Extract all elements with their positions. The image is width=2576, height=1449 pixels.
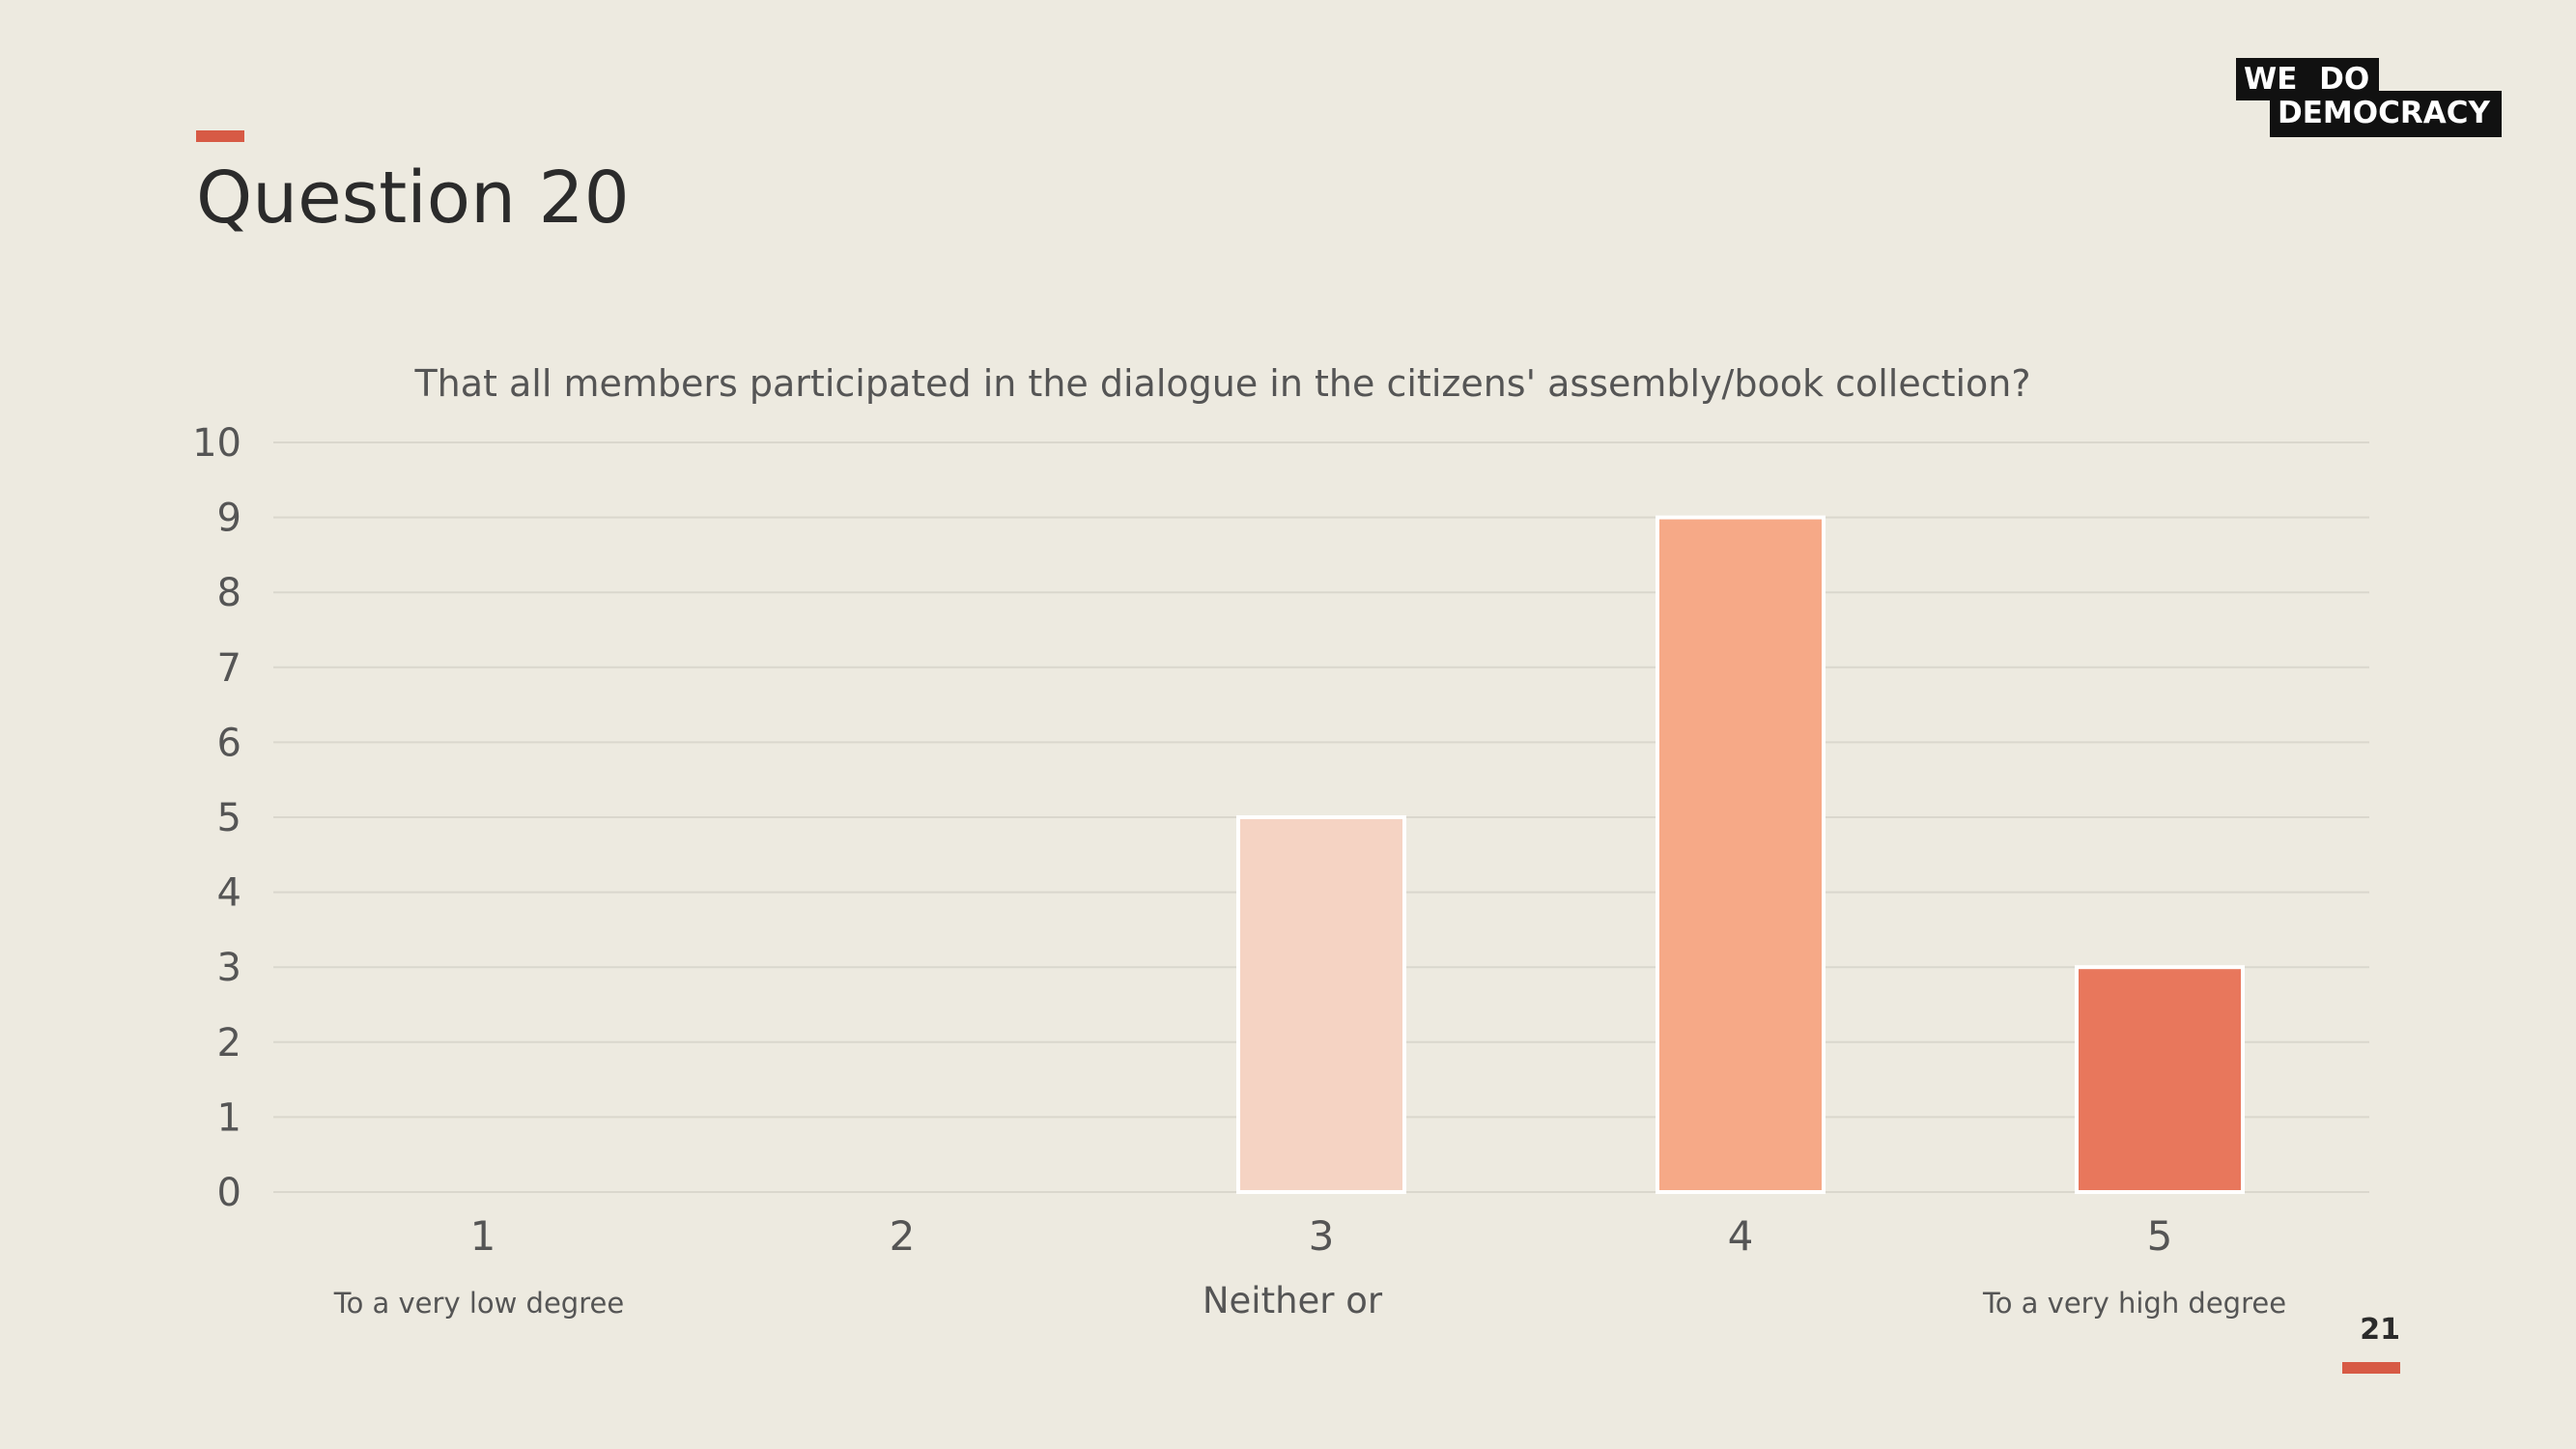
scale-labels: To a very low degree Neither or To a ver… [333,1280,2286,1321]
scale-label-high: To a very high degree [1982,1287,2286,1320]
y-tick-label: 3 [217,946,241,990]
y-tick-label: 8 [217,571,241,615]
y-tick-label: 2 [217,1021,241,1065]
y-tick-label: 0 [217,1171,241,1215]
x-tick-label: 3 [1309,1212,1335,1260]
y-tick-label: 9 [217,497,241,541]
y-tick-label: 4 [217,871,241,916]
accent-bar-top [196,130,244,142]
bar-3 [1236,815,1406,1194]
y-axis-tick-labels: 0 1 2 3 4 5 6 7 8 9 10 [192,421,241,1215]
page-title: Question 20 [196,156,630,240]
y-tick-label: 6 [217,721,241,765]
we-do-democracy-logo: WE DO DEMOCRACY [2236,58,2502,137]
chart-title: That all members participated in the dia… [413,362,2030,405]
logo-line-2: DEMOCRACY [2278,96,2490,130]
x-tick-label: 4 [1728,1212,1754,1260]
bar-4 [1656,515,1826,1194]
page-number: 21 [2360,1313,2400,1347]
scale-label-mid: Neither or [1203,1280,1383,1321]
accent-bar-bottom [2342,1362,2400,1374]
y-tick-label: 7 [217,646,241,691]
scale-label-low: To a very low degree [333,1287,624,1320]
x-axis-tick-labels: 1 2 3 4 5 [470,1212,2173,1260]
logo-line-1: WE DO [2244,62,2370,97]
bars [1236,515,2245,1195]
x-tick-label: 5 [2147,1212,2173,1260]
bar-5 [2075,965,2245,1195]
y-tick-label: 1 [217,1095,241,1140]
y-tick-label: 10 [192,421,241,466]
x-tick-label: 1 [470,1212,496,1260]
y-tick-label: 5 [217,796,241,840]
x-tick-label: 2 [890,1212,916,1260]
